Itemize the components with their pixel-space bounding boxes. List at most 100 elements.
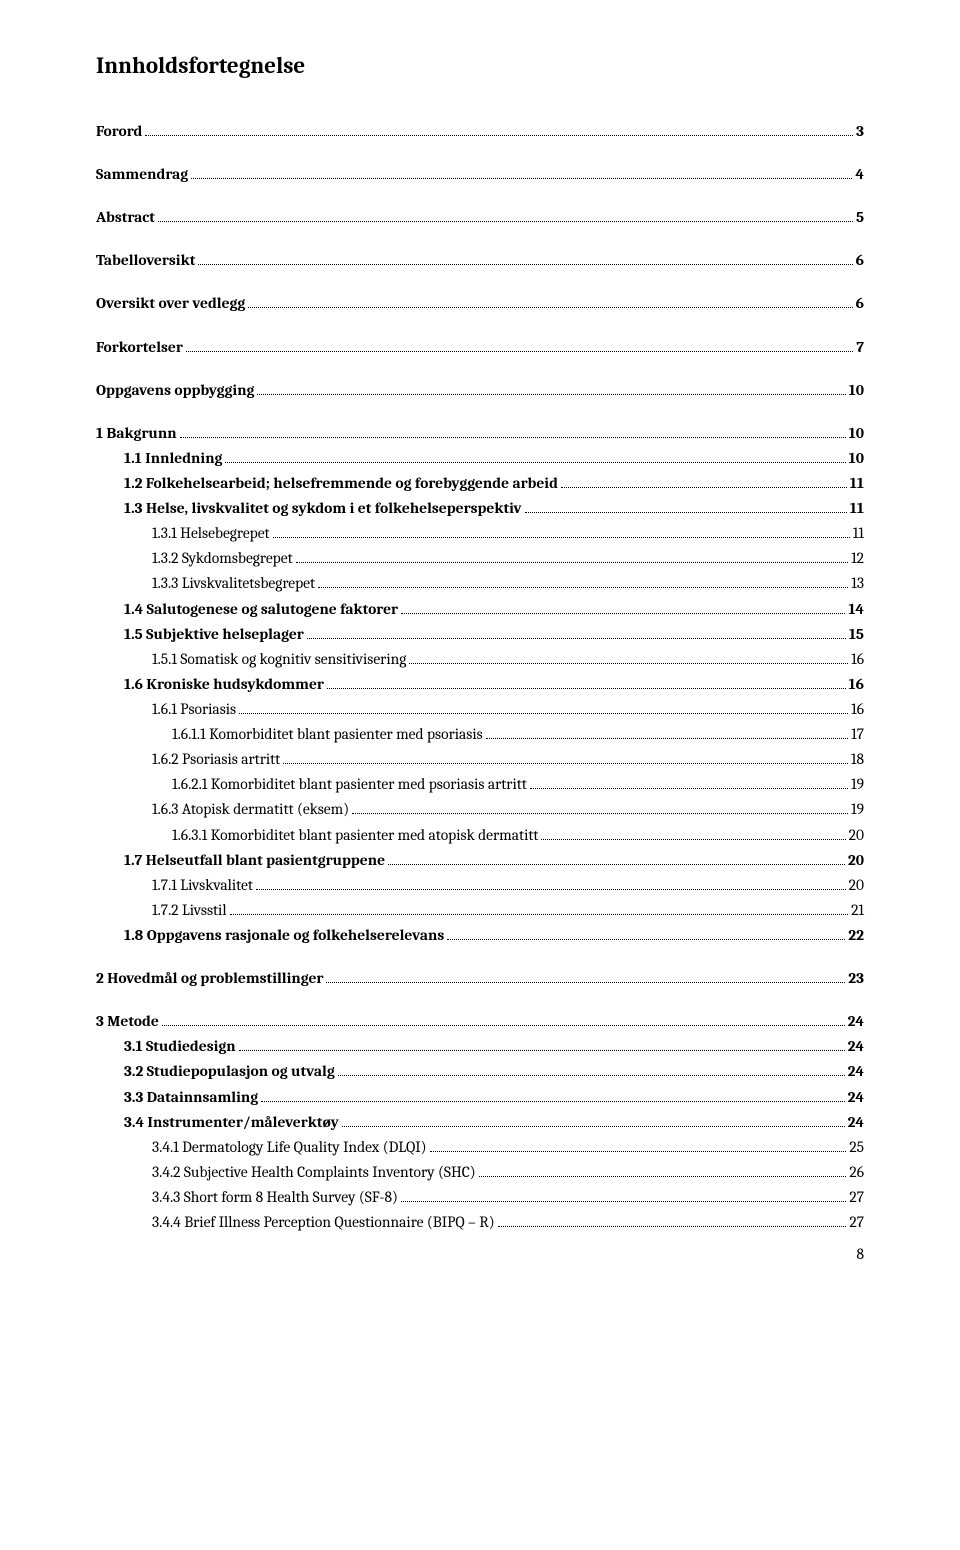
toc-leader-dots — [257, 394, 845, 395]
toc-leader-dots — [342, 1126, 845, 1127]
toc-entry: 1.3.2 Sykdomsbegrepet12 — [96, 546, 864, 571]
toc-leader-dots — [388, 864, 845, 865]
toc-entry: 3 Metode24 — [96, 1009, 864, 1034]
toc-label: 3.4.2 Subjective Health Complaints Inven… — [152, 1160, 476, 1185]
toc-leader-dots — [191, 178, 852, 179]
toc-entry: 3.3 Datainnsamling24 — [96, 1085, 864, 1110]
toc-page: 26 — [849, 1160, 864, 1185]
toc-entry: 1.5 Subjektive helseplager 15 — [96, 622, 864, 647]
toc-page: 24 — [848, 1110, 864, 1135]
toc-leader-dots — [158, 221, 853, 222]
toc-page: 20 — [849, 873, 864, 898]
toc-label: 3.3 Datainnsamling — [124, 1085, 258, 1110]
toc-label: 1.4 Salutogenese og salutogene faktorer — [124, 597, 398, 622]
toc-gap — [96, 230, 864, 248]
toc-page: 25 — [849, 1135, 864, 1160]
toc-leader-dots — [525, 512, 847, 513]
toc-entry: 1.7.1 Livskvalitet20 — [96, 873, 864, 898]
page-number: 8 — [96, 1245, 864, 1263]
toc-leader-dots — [230, 914, 849, 915]
toc-leader-dots — [326, 982, 845, 983]
toc-page: 23 — [848, 966, 864, 991]
toc-entry: 3.4.2 Subjective Health Complaints Inven… — [96, 1160, 864, 1185]
toc-entry: 1.6.2.1 Komorbiditet blant pasienter med… — [96, 772, 864, 797]
toc-leader-dots — [401, 613, 845, 614]
toc-leader-dots — [318, 587, 848, 588]
toc-label: 1.3.2 Sykdomsbegrepet — [152, 546, 293, 571]
toc-label: 1.5.1 Somatisk og kognitiv sensitiviseri… — [152, 647, 406, 672]
toc-label: 1.2 Folkehelsearbeid; helsefremmende og … — [124, 471, 558, 496]
toc-entry: 1.8 Oppgavens rasjonale og folkehelserel… — [96, 923, 864, 948]
toc-label: Forord — [96, 119, 142, 144]
toc-page: 6 — [856, 291, 864, 316]
toc-label: Abstract — [96, 205, 155, 230]
toc-entry: 3.1 Studiedesign24 — [96, 1034, 864, 1059]
toc-entry: Forord3 — [96, 119, 864, 144]
toc-page: 19 — [851, 772, 864, 797]
toc-label: Oversikt over vedlegg — [96, 291, 245, 316]
toc-label: Sammendrag — [96, 162, 188, 187]
toc-leader-dots — [145, 135, 853, 136]
toc-entry: 1.6 Kroniske hudsykdommer16 — [96, 672, 864, 697]
toc-label: 1.6.1.1 Komorbiditet blant pasienter med… — [172, 722, 483, 747]
table-of-contents: Forord3Sammendrag4Abstract5Tabelloversik… — [96, 119, 864, 1235]
toc-page: 15 — [849, 622, 864, 647]
toc-page: 11 — [853, 521, 864, 546]
toc-leader-dots — [479, 1176, 847, 1177]
toc-leader-dots — [162, 1025, 845, 1026]
toc-leader-dots — [409, 663, 848, 664]
toc-label: 1.6.1 Psoriasis — [152, 697, 236, 722]
toc-leader-dots — [352, 813, 848, 814]
toc-entry: 1.6.1.1 Komorbiditet blant pasienter med… — [96, 722, 864, 747]
toc-page: 19 — [851, 797, 864, 822]
toc-leader-dots — [327, 688, 846, 689]
toc-entry: Tabelloversikt6 — [96, 248, 864, 273]
toc-label: 3.4.1 Dermatology Life Quality Index (DL… — [152, 1135, 427, 1160]
toc-leader-dots — [186, 351, 853, 352]
toc-page: 24 — [848, 1059, 864, 1084]
toc-page: 4 — [855, 162, 864, 187]
toc-page: 10 — [849, 378, 864, 403]
toc-page: 16 — [851, 647, 864, 672]
toc-leader-dots — [561, 487, 847, 488]
toc-page: 11 — [850, 496, 864, 521]
toc-entry: 1.4 Salutogenese og salutogene faktorer1… — [96, 597, 864, 622]
toc-label: Forkortelser — [96, 335, 183, 360]
toc-entry: 1.6.2 Psoriasis artritt18 — [96, 747, 864, 772]
toc-leader-dots — [296, 562, 848, 563]
toc-gap — [96, 948, 864, 966]
toc-entry: 1 Bakgrunn10 — [96, 421, 864, 446]
toc-label: 1.3.1 Helsebegrepet — [152, 521, 270, 546]
toc-page: 16 — [851, 697, 864, 722]
page-title: Innholdsfortegnelse — [96, 52, 864, 79]
toc-label: 1.1 Innledning — [124, 446, 222, 471]
toc-label: Oppgavens oppbygging — [96, 378, 254, 403]
toc-page: 11 — [850, 471, 864, 496]
toc-label: 1.5 Subjektive helseplager — [124, 622, 304, 647]
toc-entry: 1.3.3 Livskvalitetsbegrepet13 — [96, 571, 864, 596]
toc-entry: Oversikt over vedlegg 6 — [96, 291, 864, 316]
toc-gap — [96, 991, 864, 1009]
toc-leader-dots — [283, 763, 848, 764]
toc-entry: 3.4 Instrumenter/måleverktøy24 — [96, 1110, 864, 1135]
toc-entry: 3.4.1 Dermatology Life Quality Index (DL… — [96, 1135, 864, 1160]
toc-entry: 2 Hovedmål og problemstillinger 23 — [96, 966, 864, 991]
toc-entry: 1.6.3 Atopisk dermatitt (eksem)19 — [96, 797, 864, 822]
toc-page: 27 — [849, 1185, 864, 1210]
toc-page: 17 — [851, 722, 864, 747]
toc-entry: 1.2 Folkehelsearbeid; helsefremmende og … — [96, 471, 864, 496]
toc-label: 3.4.3 Short form 8 Health Survey (SF-8) — [152, 1185, 398, 1210]
toc-entry: 1.6.1 Psoriasis 16 — [96, 697, 864, 722]
toc-page: 24 — [848, 1009, 864, 1034]
toc-label: 1.6 Kroniske hudsykdommer — [124, 672, 324, 697]
toc-label: 1.3.3 Livskvalitetsbegrepet — [152, 571, 315, 596]
toc-label: 2 Hovedmål og problemstillinger — [96, 966, 323, 991]
toc-entry: 1.6.3.1 Komorbiditet blant pasienter med… — [96, 823, 864, 848]
toc-gap — [96, 317, 864, 335]
toc-label: 3.2 Studiepopulasjon og utvalg — [124, 1059, 335, 1084]
toc-entry: 3.2 Studiepopulasjon og utvalg 24 — [96, 1059, 864, 1084]
toc-label: 1.7.2 Livsstil — [152, 898, 227, 923]
toc-leader-dots — [430, 1151, 847, 1152]
toc-entry: 1.7.2 Livsstil21 — [96, 898, 864, 923]
toc-leader-dots — [239, 713, 848, 714]
